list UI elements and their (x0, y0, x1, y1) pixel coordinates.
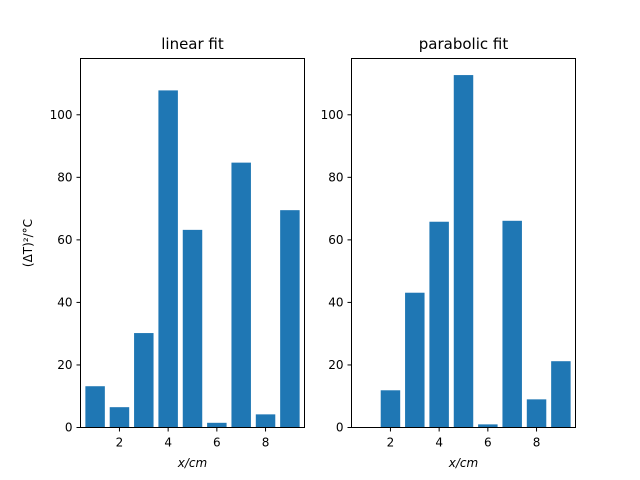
linear-fit-bar-x2 (109, 407, 130, 428)
parabolic-fit-y-tick-label: 80 (328, 170, 343, 184)
parabolic-fit-y-tick-label: 20 (328, 358, 343, 372)
linear-fit-y-tick-label: 80 (57, 170, 72, 184)
parabolic-fit-bar-x3 (405, 292, 425, 428)
linear-fit-y-tick-label: 20 (57, 358, 72, 372)
linear-fit-x-tick-label: 6 (213, 436, 221, 450)
parabolic-fit-bar-x2 (380, 390, 401, 428)
parabolic-fit-y-tick-label: 40 (328, 295, 343, 309)
parabolic-fit-x-tick-label: 8 (533, 436, 541, 450)
linear-fit-x-tick-label: 2 (116, 436, 124, 450)
linear-fit-bars (85, 90, 300, 428)
linear-fit-bar-x7 (231, 162, 251, 428)
parabolic-fit-y-tick-label: 60 (328, 233, 343, 247)
linear-fit-bar-x6 (207, 422, 227, 428)
linear-fit-x-axis-label: x/cm (177, 456, 207, 470)
linear-fit-title: linear fit (161, 35, 224, 53)
parabolic-fit-bar-x4 (429, 221, 449, 428)
linear-fit-y-tick-label: 40 (57, 295, 72, 309)
parabolic-fit-bar-x9 (551, 361, 571, 428)
parabolic-fit-axes-frame (351, 58, 576, 428)
linear-fit-bar-x5 (182, 229, 203, 428)
linear-fit-bar-x4 (158, 90, 178, 428)
parabolic-fit-x-tick-label: 6 (484, 436, 492, 450)
linear-fit-x-tick-label: 4 (164, 436, 172, 450)
linear-fit-bar-x1 (85, 386, 105, 428)
parabolic-fit-bar-x7 (502, 220, 522, 428)
linear-fit-y-tick-label: 0 (65, 421, 73, 435)
parabolic-fit-bars (380, 75, 571, 428)
linear-fit-bar-x3 (134, 333, 154, 428)
linear-fit-x-tick-label: 8 (262, 436, 270, 450)
parabolic-fit-y-tick-label: 100 (321, 108, 344, 122)
linear-fit-panel: linear fit 2 4 6 8 0 20 40 60 80 100 x/cm (ΔT)²/… (21, 35, 305, 470)
parabolic-fit-y-ticks: 0 20 40 60 80 100 (321, 108, 352, 435)
parabolic-fit-bar-x5 (453, 75, 474, 428)
linear-fit-y-ticks: 0 20 40 60 80 100 (50, 108, 81, 435)
parabolic-fit-bar-x6 (478, 424, 498, 428)
linear-fit-y-tick-label: 100 (50, 108, 73, 122)
parabolic-fit-x-tick-label: 2 (387, 436, 395, 450)
parabolic-fit-panel: parabolic fit 2 4 6 8 0 20 40 60 80 100 x/cm (321, 35, 576, 470)
parabolic-fit-x-ticks: 2 4 6 8 (387, 427, 541, 450)
linear-fit-bar-x9 (280, 210, 300, 428)
linear-fit-x-ticks: 2 4 6 8 (116, 427, 270, 450)
y-axis-label: (ΔT)²/°C (21, 219, 35, 267)
parabolic-fit-x-axis-label: x/cm (448, 456, 478, 470)
parabolic-fit-title: parabolic fit (419, 35, 509, 53)
parabolic-fit-y-tick-label: 0 (336, 421, 344, 435)
linear-fit-axes-frame (80, 58, 305, 428)
parabolic-fit-bar-x8 (526, 399, 547, 428)
parabolic-fit-x-tick-label: 4 (435, 436, 443, 450)
linear-fit-y-tick-label: 60 (57, 233, 72, 247)
linear-fit-bar-x8 (255, 414, 276, 428)
